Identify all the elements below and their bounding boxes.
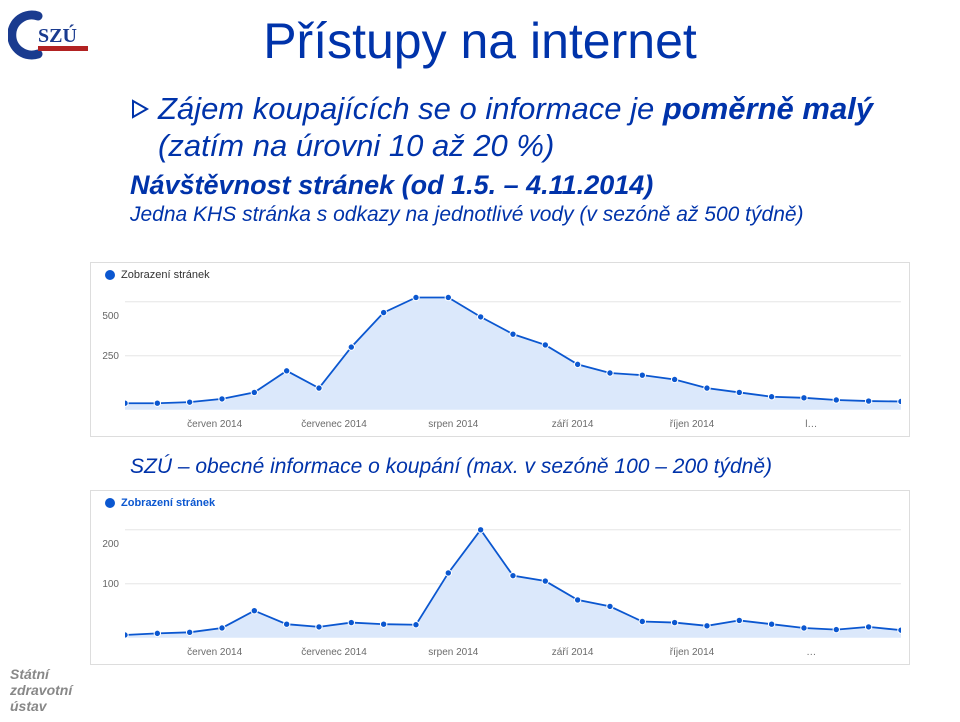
chart-legend: Zobrazení stránek <box>105 269 210 281</box>
footer-line: zdravotní <box>10 682 72 698</box>
chart-szu: Zobrazení stránek 200 100 červen 2014čer… <box>90 490 910 665</box>
bullet-text: Zájem koupajících se o informace je pomě… <box>158 90 900 164</box>
bullet-prefix: Zájem koupajících se o informace je <box>158 91 663 126</box>
y-tick-100: 100 <box>97 579 119 590</box>
sub-heading: Návštěvnost stránek (od 1.5. – 4.11.2014… <box>130 170 900 201</box>
y-tick-250: 250 <box>97 351 119 362</box>
triangle-bullet-icon <box>130 98 150 120</box>
bullet-suffix: (zatím na úrovni 10 až 20 %) <box>158 128 554 163</box>
legend-dot-icon <box>105 270 115 280</box>
bullet-item: Zájem koupajících se o informace je pomě… <box>130 90 900 164</box>
footer-line: Státní <box>10 666 72 682</box>
legend-label: Zobrazení stránek <box>121 497 215 509</box>
chart2-svg <box>125 519 901 638</box>
bullet-bold: poměrně malý <box>663 91 873 126</box>
chart-legend: Zobrazení stránek <box>105 497 215 509</box>
slide-title: Přístupy na internet <box>0 12 960 70</box>
x-axis-labels: červen 2014červenec 2014srpen 2014září 2… <box>125 647 901 658</box>
y-tick-200: 200 <box>97 539 119 550</box>
legend-label: Zobrazení stránek <box>121 269 210 281</box>
chart-khs: Zobrazení stránek 500 250 červen 2014čer… <box>90 262 910 437</box>
footer-line: ústav <box>10 698 72 714</box>
y-tick-500: 500 <box>97 311 119 322</box>
x-axis-labels: červen 2014červenec 2014srpen 2014září 2… <box>125 419 901 430</box>
slide-body: Zájem koupajících se o informace je pomě… <box>130 90 900 227</box>
footer-watermark: Státní zdravotní ústav <box>10 666 72 714</box>
chart1-svg <box>125 291 901 410</box>
chart1-caption: Jedna KHS stránka s odkazy na jednotlivé… <box>130 203 900 227</box>
legend-dot-icon <box>105 498 115 508</box>
chart2-caption: SZÚ – obecné informace o koupání (max. v… <box>130 455 772 479</box>
